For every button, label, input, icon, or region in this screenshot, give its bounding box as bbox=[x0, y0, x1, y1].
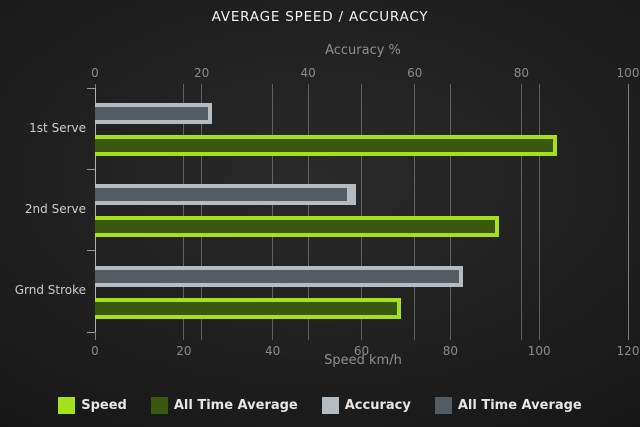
gridline-bottom-20 bbox=[183, 84, 185, 340]
legend-label-1: All Time Average bbox=[173, 398, 298, 413]
legend-label-3: All Time Average bbox=[457, 398, 582, 413]
legend: Speed All Time Average Accuracy All Time Av… bbox=[0, 397, 640, 414]
bottom-tick-label-40: 40 bbox=[265, 344, 281, 358]
top-tick-label-80: 80 bbox=[513, 66, 530, 80]
top-tick-label-60: 60 bbox=[407, 66, 423, 80]
bar-accuracy-avg-1st-serve bbox=[95, 107, 209, 120]
bottom-tick-label-120: 120 bbox=[616, 344, 640, 358]
bottom-tick-label-0: 0 bbox=[91, 344, 99, 358]
bar-speed-avg-grnd-stroke bbox=[95, 301, 398, 315]
bottom-tick-label-20: 20 bbox=[176, 344, 192, 358]
legend-item-2[interactable]: Accuracy bbox=[321, 397, 411, 414]
category-axis-line bbox=[95, 88, 96, 332]
gridline-bottom-80 bbox=[449, 84, 451, 340]
category-axis-tick bbox=[87, 168, 95, 170]
category-axis-tick bbox=[87, 87, 95, 89]
category-axis-tick bbox=[87, 331, 95, 333]
bar-speed-avg-2nd-serve bbox=[95, 220, 496, 234]
legend-item-1[interactable]: All Time Average bbox=[150, 397, 298, 414]
bar-speed-avg-1st-serve bbox=[95, 139, 553, 152]
gridline-bottom-100 bbox=[538, 84, 540, 340]
legend-swatch-1 bbox=[150, 397, 168, 414]
legend-label-2: Accuracy bbox=[344, 398, 411, 413]
gridline-top-20 bbox=[201, 84, 203, 340]
bar-speed-grnd-stroke bbox=[95, 297, 402, 319]
chart-title: AVERAGE SPEED / ACCURACY bbox=[211, 9, 429, 25]
top-axis-title: Accuracy % bbox=[325, 43, 401, 58]
gridline-top-80 bbox=[520, 84, 522, 340]
gridline-top-40 bbox=[307, 84, 309, 340]
top-tick-label-0: 0 bbox=[91, 66, 99, 80]
gridline-bottom-60 bbox=[361, 84, 362, 340]
bar-accuracy-2nd-serve bbox=[95, 184, 357, 206]
bottom-tick-label-100: 100 bbox=[527, 344, 551, 358]
gridline-bottom-40 bbox=[272, 84, 274, 340]
legend-label-0: Speed bbox=[81, 398, 127, 413]
legend-swatch-3 bbox=[434, 397, 452, 414]
bar-accuracy-avg-grnd-stroke bbox=[95, 269, 459, 283]
gridline-top-100 bbox=[627, 84, 629, 340]
category-axis-tick bbox=[87, 250, 95, 252]
bottom-tick-label-80: 80 bbox=[442, 344, 458, 358]
bar-accuracy-grnd-stroke bbox=[95, 265, 463, 287]
top-tick-label-100: 100 bbox=[616, 66, 640, 80]
plot-area bbox=[87, 84, 629, 340]
top-tick-label-20: 20 bbox=[193, 66, 210, 80]
category-label: 1st Serve bbox=[29, 120, 86, 135]
bottom-tick-label-60: 60 bbox=[353, 344, 370, 358]
bar-speed-1st-serve bbox=[95, 135, 557, 156]
category-label: 2nd Serve bbox=[24, 202, 86, 216]
legend-item-3[interactable]: All Time Average bbox=[434, 397, 582, 414]
bottom-axis-title: Speed km/h bbox=[324, 353, 402, 368]
bar-accuracy-1st-serve bbox=[95, 103, 213, 124]
legend-swatch-0 bbox=[58, 397, 76, 414]
top-tick-label-40: 40 bbox=[300, 66, 316, 80]
legend-swatch-2 bbox=[321, 397, 339, 414]
bar-accuracy-avg-2nd-serve bbox=[95, 188, 347, 202]
gridline-top-60 bbox=[414, 84, 416, 340]
legend-item-0[interactable]: Speed bbox=[58, 397, 127, 414]
bar-speed-2nd-serve bbox=[95, 216, 500, 238]
category-label: Grnd Stroke bbox=[14, 283, 86, 298]
